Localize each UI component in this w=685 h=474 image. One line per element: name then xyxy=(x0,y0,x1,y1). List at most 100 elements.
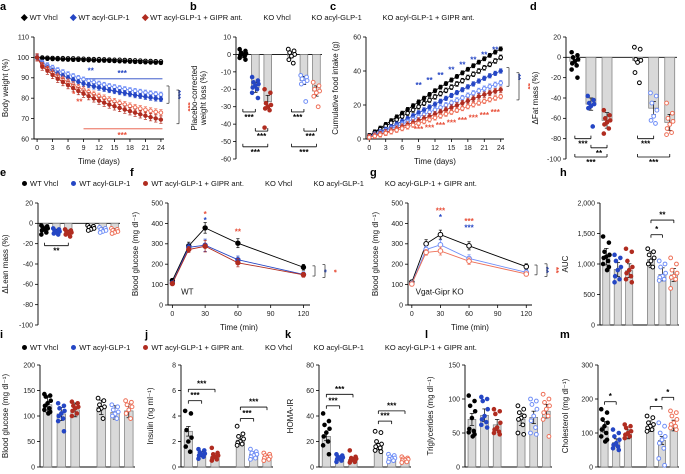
svg-text:70: 70 xyxy=(21,116,29,123)
legend-label: KO acyl-GLP-1 + GIPR ant. xyxy=(384,179,477,188)
svg-text:400: 400 xyxy=(151,221,163,228)
svg-text:100: 100 xyxy=(448,396,460,403)
svg-text:10: 10 xyxy=(223,34,231,41)
svg-text:-20: -20 xyxy=(551,75,561,82)
svg-text:***: *** xyxy=(425,124,435,133)
svg-text:-80: -80 xyxy=(551,136,561,143)
svg-text:100: 100 xyxy=(23,413,35,420)
svg-text:60: 60 xyxy=(465,311,473,318)
svg-text:Time (min): Time (min) xyxy=(220,323,258,332)
svg-text:-40: -40 xyxy=(221,122,231,129)
svg-text:Placebo-corrected: Placebo-corrected xyxy=(190,66,199,131)
svg-text:-60: -60 xyxy=(23,282,33,289)
svg-text:*: * xyxy=(655,225,659,234)
svg-text:50: 50 xyxy=(452,430,460,437)
svg-text:12: 12 xyxy=(95,145,103,152)
svg-text:0: 0 xyxy=(410,311,414,318)
svg-text:3: 3 xyxy=(51,145,55,152)
legend-label: KO acyl-GLP-1 xyxy=(313,343,364,352)
svg-text:6: 6 xyxy=(66,145,70,152)
legend-label: WT Vhcl xyxy=(29,13,58,22)
svg-text:-100: -100 xyxy=(19,322,33,329)
panel-b-letter: b xyxy=(190,1,197,13)
panel-k-letter: k xyxy=(285,329,292,341)
svg-text:ΔLean mass (%): ΔLean mass (%) xyxy=(1,234,10,293)
svg-text:**: ** xyxy=(513,74,522,81)
svg-text:**: ** xyxy=(551,267,560,274)
svg-text:0: 0 xyxy=(367,145,371,152)
svg-text:60: 60 xyxy=(234,311,242,318)
svg-text:AUC: AUC xyxy=(561,255,570,272)
filled-circle-marker-icon xyxy=(22,181,27,186)
svg-text:40: 40 xyxy=(306,413,314,420)
svg-text:***: *** xyxy=(257,132,267,141)
svg-text:60: 60 xyxy=(306,388,314,395)
panel-h-chart: 0 500 1,000 1,500 2,000 AUC *** xyxy=(561,200,680,329)
svg-text:***: *** xyxy=(197,380,207,389)
panel-b: b 10 0 -10 -20 -30 -40 -50 -60 Placebo-corrected… xyxy=(190,2,330,167)
svg-text:-60: -60 xyxy=(221,156,231,163)
svg-text:**: ** xyxy=(235,228,242,237)
svg-text:90: 90 xyxy=(21,75,29,82)
open-diamond-marker-icon xyxy=(302,14,310,21)
legend-label: WT Vhcl xyxy=(30,179,59,188)
svg-text:Cumulative food intake (g): Cumulative food intake (g) xyxy=(331,41,340,135)
svg-text:**: ** xyxy=(415,81,422,90)
legend-label: KO acyl-GLP-1 xyxy=(311,13,362,22)
svg-text:30: 30 xyxy=(201,311,209,318)
svg-text:-40: -40 xyxy=(551,95,561,102)
panel-i-chart: 0 50 100 150 200 Blood glucose (mg dl⁻¹) xyxy=(1,362,135,471)
legend-label: WT acyl-GLP-1 xyxy=(78,13,130,22)
panel-d: d 20 0 -20 -40 -60 -80 -100 ΔFat mass (%) *** ** *… xyxy=(530,2,685,167)
panel-a: a 60 70 80 90 100 110 Body weight (%) 0 3 6 9 12 15 1… xyxy=(0,2,190,167)
svg-text:500: 500 xyxy=(583,292,595,299)
svg-text:**: ** xyxy=(596,149,603,158)
svg-text:100: 100 xyxy=(391,282,403,289)
svg-text:-40: -40 xyxy=(23,261,33,268)
svg-text:***: *** xyxy=(436,207,446,216)
svg-text:*: * xyxy=(666,388,670,397)
svg-text:100: 100 xyxy=(17,55,29,62)
svg-text:90: 90 xyxy=(494,311,502,318)
svg-text:***: *** xyxy=(464,223,474,232)
svg-text:**: ** xyxy=(492,45,499,54)
panel-g-letter: g xyxy=(370,167,377,179)
svg-text:***: *** xyxy=(299,148,309,157)
panel-j: j 0 2 4 6 8 Insulin (ng ml⁻¹) *** *** *** *** xyxy=(145,330,285,473)
panel-j-chart: 0 2 4 6 8 Insulin (ng ml⁻¹) *** *** *** *** xyxy=(146,362,273,471)
svg-text:120: 120 xyxy=(520,311,532,318)
legend-entry-3-2: WT acyl-GLP-1 xyxy=(71,343,130,352)
svg-text:*: * xyxy=(204,216,208,225)
svg-text:1,000: 1,000 xyxy=(577,261,595,268)
svg-text:Time (days): Time (days) xyxy=(414,157,456,166)
filled-circle-marker-icon xyxy=(71,181,77,186)
panel-c-chart: 0 20 40 60 Cumulative food intake (g) 0 3 6 9 12 1… xyxy=(331,34,530,166)
svg-text:***: *** xyxy=(387,401,397,410)
svg-text:WT: WT xyxy=(181,287,194,296)
open-circle-marker-icon xyxy=(256,345,262,350)
svg-text:0: 0 xyxy=(456,464,460,471)
legend-row-1: WT Vhcl WT acyl-GLP-1 WT acyl-GLP-1 + GIPR… xyxy=(21,13,474,22)
open-circle-marker-icon xyxy=(305,345,311,350)
svg-text:***: *** xyxy=(305,132,315,141)
legend-label: WT acyl-GLP-1 xyxy=(79,179,131,188)
svg-text:***: *** xyxy=(464,217,474,226)
svg-text:**: ** xyxy=(448,66,455,75)
svg-text:2: 2 xyxy=(172,439,176,446)
svg-text:0: 0 xyxy=(557,55,561,62)
legend-entry-3-1: WT Vhcl xyxy=(22,343,58,352)
svg-text:20: 20 xyxy=(353,102,361,109)
svg-text:200: 200 xyxy=(151,262,163,269)
svg-text:90: 90 xyxy=(267,311,275,318)
legend-entry-3-3: WT acyl-GLP-1 + GIPR ant. xyxy=(143,343,244,352)
svg-text:100: 100 xyxy=(151,282,163,289)
svg-text:150: 150 xyxy=(448,362,460,369)
panel-i: i 0 50 100 150 200 Blood glucose (mg dl⁻¹) xyxy=(0,330,145,473)
svg-text:300: 300 xyxy=(391,241,403,248)
panel-m-letter: m xyxy=(560,329,570,341)
svg-text:500: 500 xyxy=(391,200,403,207)
svg-text:40: 40 xyxy=(353,68,361,75)
svg-text:400: 400 xyxy=(391,221,403,228)
svg-text:0: 0 xyxy=(357,136,361,143)
svg-text:*: * xyxy=(72,90,76,99)
